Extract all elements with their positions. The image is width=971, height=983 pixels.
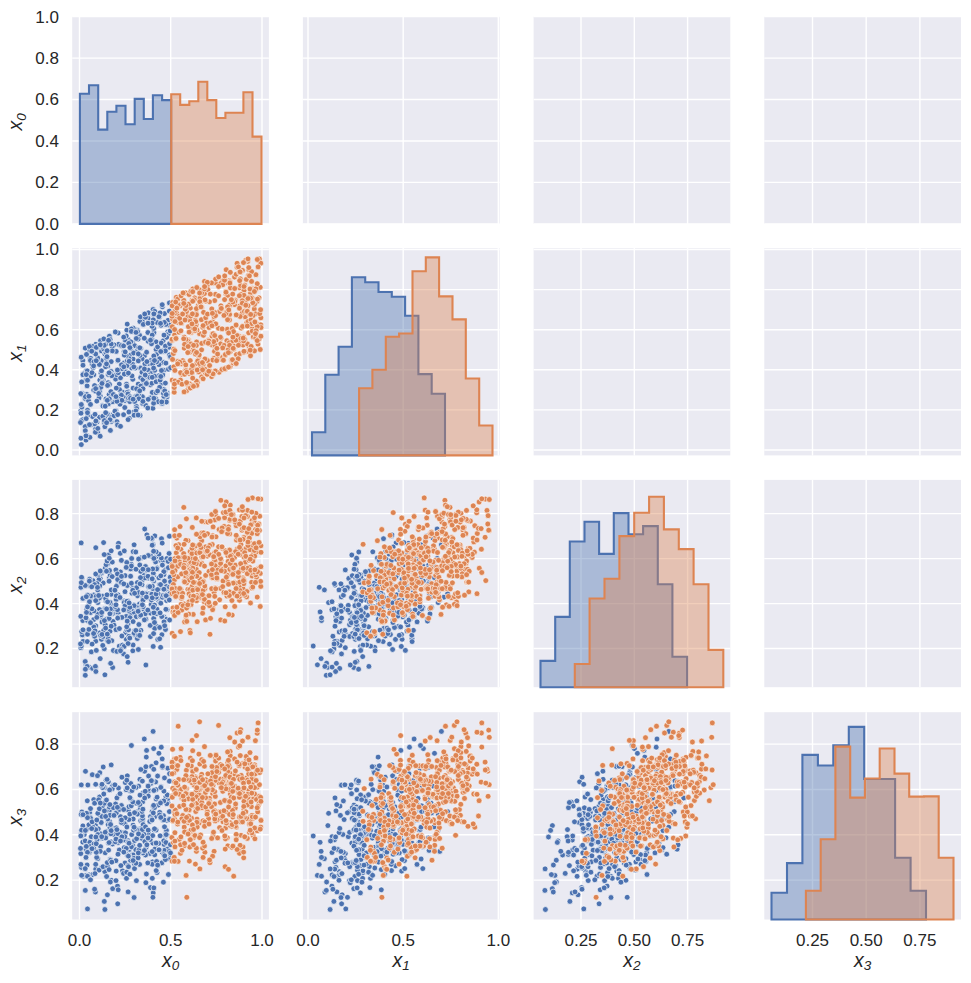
svg-text:0.0: 0.0 xyxy=(35,215,59,234)
svg-text:1.0: 1.0 xyxy=(486,931,510,950)
svg-text:0.8: 0.8 xyxy=(35,735,59,754)
svg-text:0.25: 0.25 xyxy=(564,931,597,950)
svg-text:0.0: 0.0 xyxy=(68,931,92,950)
svg-text:0.75: 0.75 xyxy=(903,931,936,950)
svg-text:0.25: 0.25 xyxy=(796,931,829,950)
svg-text:0.6: 0.6 xyxy=(35,780,59,799)
svg-text:0.6: 0.6 xyxy=(35,321,59,340)
svg-text:0.2: 0.2 xyxy=(35,871,59,890)
svg-text:0.4: 0.4 xyxy=(35,826,59,845)
svg-text:0.2: 0.2 xyxy=(35,173,59,192)
svg-text:0.8: 0.8 xyxy=(35,505,59,524)
svg-text:0.0: 0.0 xyxy=(35,441,59,460)
svg-text:0.0: 0.0 xyxy=(296,931,320,950)
svg-text:0.2: 0.2 xyxy=(35,401,59,420)
svg-text:0.2: 0.2 xyxy=(35,639,59,658)
svg-text:1.0: 1.0 xyxy=(35,8,59,27)
svg-text:0.4: 0.4 xyxy=(35,132,59,151)
svg-text:0.4: 0.4 xyxy=(35,361,59,380)
svg-text:1.0: 1.0 xyxy=(250,931,274,950)
svg-text:0.8: 0.8 xyxy=(35,49,59,68)
svg-text:1.0: 1.0 xyxy=(35,240,59,259)
svg-text:0.8: 0.8 xyxy=(35,281,59,300)
svg-text:0.6: 0.6 xyxy=(35,90,59,109)
svg-text:0.75: 0.75 xyxy=(671,931,704,950)
svg-text:0.5: 0.5 xyxy=(159,931,183,950)
svg-text:0.5: 0.5 xyxy=(391,931,415,950)
svg-text:0.50: 0.50 xyxy=(850,931,883,950)
svg-text:0.50: 0.50 xyxy=(618,931,651,950)
svg-text:0.6: 0.6 xyxy=(35,550,59,569)
svg-text:0.4: 0.4 xyxy=(35,595,59,614)
